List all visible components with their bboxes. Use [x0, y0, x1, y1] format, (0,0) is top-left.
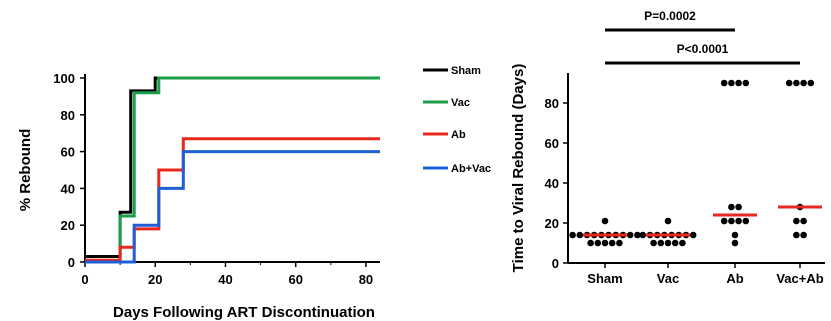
data-point	[594, 239, 602, 247]
data-point	[576, 231, 584, 239]
right-x-tick-label: Vac	[657, 271, 679, 286]
left-x-axis-title: Days Following ART Discontinuation	[113, 304, 375, 321]
data-point	[800, 231, 807, 239]
data-point	[601, 217, 609, 225]
right-y-axis-title: Time to Viral Rebound (Days)	[510, 64, 527, 273]
data-point	[731, 239, 739, 247]
legend-label-ab-vac: Ab+Vac	[451, 163, 491, 175]
data-point	[569, 231, 576, 239]
right-x-tick-label: Ab	[726, 271, 743, 286]
legend-label-sham: Sham	[451, 65, 481, 77]
series-line-ab-vac	[85, 150, 380, 264]
data-point	[720, 217, 728, 225]
data-point	[616, 239, 623, 247]
viral-rebound-dot-plot: 0 20 40 60 80 Sham Vac Ab Vac+Ab P=0.0002 P<0.000…	[510, 9, 825, 286]
left-y-tick-label: 20	[61, 218, 75, 233]
right-y-tick-label: 80	[545, 96, 559, 111]
data-point	[800, 217, 807, 225]
data-point	[742, 79, 750, 87]
data-point	[735, 217, 742, 225]
data-point	[793, 79, 800, 87]
data-point	[689, 231, 697, 239]
data-point	[793, 231, 800, 239]
data-point	[634, 231, 641, 239]
data-point	[650, 239, 657, 247]
right-y-tick-label: 40	[545, 176, 559, 191]
left-x-tick-label: 60	[288, 272, 302, 287]
data-point	[657, 239, 665, 247]
data-point	[639, 231, 647, 239]
data-point	[793, 217, 800, 225]
data-point	[664, 239, 672, 247]
left-axes: 0 20 40 60 80 100 0 20 40 60 80	[53, 71, 380, 287]
data-point	[679, 239, 686, 247]
comparison-p-value: P=0.0002	[644, 9, 696, 23]
right-y-tick-label: 20	[545, 216, 559, 231]
left-x-tick-label: 0	[81, 272, 88, 287]
left-series	[85, 76, 380, 264]
right-points	[569, 79, 815, 247]
series-line-sham	[85, 76, 380, 258]
significance-brackets: P=0.0002 P<0.0001	[605, 9, 800, 65]
data-point	[601, 239, 609, 247]
left-y-axis-title: % Rebound	[17, 129, 34, 212]
legend-label-ab: Ab	[451, 129, 466, 141]
data-point	[785, 79, 793, 87]
right-y-tick-label: 0	[552, 256, 559, 271]
left-y-tick-label: 40	[61, 181, 75, 196]
left-x-tick-label: 40	[218, 272, 232, 287]
data-point	[728, 203, 735, 211]
data-point	[626, 231, 634, 239]
data-point	[735, 203, 742, 211]
left-legend: Sham Vac Ab Ab+Vac	[423, 65, 491, 175]
data-point	[587, 239, 594, 247]
left-y-tick-label: 100	[53, 71, 75, 86]
left-x-tick-label: 80	[359, 272, 373, 287]
comparison-p-value: P<0.0001	[677, 42, 729, 56]
data-point	[671, 239, 679, 247]
left-x-tick-label: 20	[148, 272, 162, 287]
right-x-tick-label: Sham	[587, 271, 622, 286]
data-point	[731, 231, 739, 239]
data-point	[720, 79, 728, 87]
data-point	[664, 217, 672, 225]
legend-label-vac: Vac	[451, 97, 470, 109]
left-y-tick-label: 80	[61, 108, 75, 123]
right-x-tick-label: Vac+Ab	[776, 271, 823, 286]
data-point	[735, 79, 742, 87]
right-axes: 0 20 40 60 80 Sham Vac Ab Vac+Ab	[545, 73, 825, 286]
data-point	[807, 79, 815, 87]
left-y-tick-label: 0	[68, 255, 75, 270]
data-point	[742, 217, 750, 225]
data-point	[728, 217, 735, 225]
right-y-tick-label: 60	[545, 136, 559, 151]
left-y-tick-label: 60	[61, 145, 75, 160]
right-medians	[583, 205, 822, 237]
data-point	[800, 79, 807, 87]
rebound-step-chart: 0 20 40 60 80 100 0 20 40 60 80 Sham Vac Ab Ab+Vac Da…	[17, 65, 491, 321]
data-point	[728, 79, 735, 87]
data-point	[608, 239, 616, 247]
